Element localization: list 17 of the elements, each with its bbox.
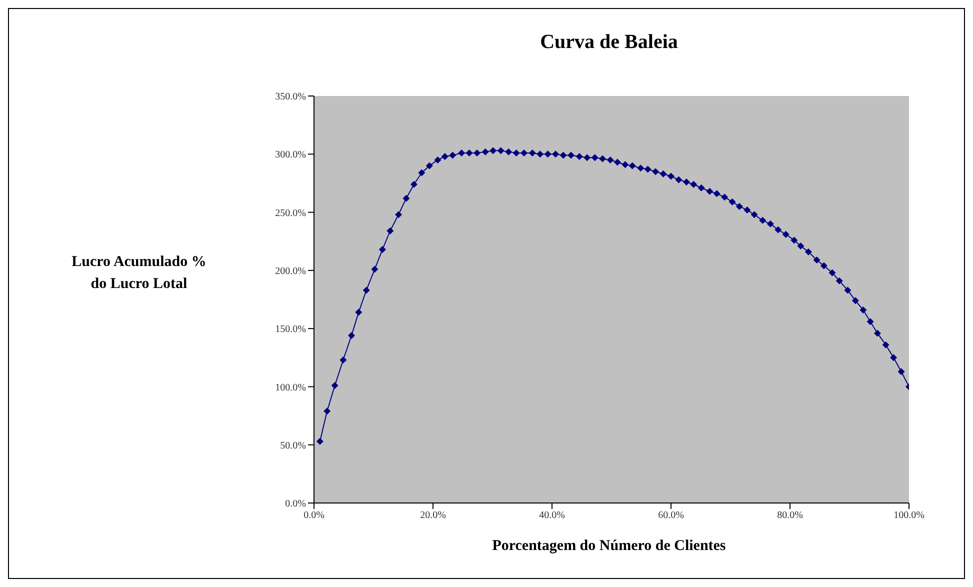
- y-tick-label: 100.0%: [275, 382, 306, 394]
- y-axis-title: Lucro Acumulado % do Lucro Lotal: [70, 253, 208, 294]
- x-tick-label: 80.0%: [777, 510, 803, 522]
- y-tick-label: 200.0%: [275, 266, 306, 277]
- y-tick-label: 350.0%: [275, 92, 306, 103]
- y-tick-label: 150.0%: [275, 324, 306, 336]
- y-tick-label: 50.0%: [280, 440, 306, 452]
- y-tick-label: 0.0%: [285, 498, 306, 510]
- x-tick-label: 40.0%: [539, 510, 565, 522]
- x-tick-label: 20.0%: [420, 510, 446, 522]
- y-tick-label: 250.0%: [275, 208, 306, 219]
- x-tick-label: 100.0%: [894, 510, 924, 522]
- chart-title: Curva de Baleia: [539, 31, 679, 54]
- y-tick-label: 300.0%: [275, 150, 306, 161]
- x-tick-label: 0.0%: [304, 510, 324, 522]
- x-tick-label: 60.0%: [658, 510, 684, 522]
- x-axis-title: Porcentagem do Número de Clientes: [491, 538, 727, 555]
